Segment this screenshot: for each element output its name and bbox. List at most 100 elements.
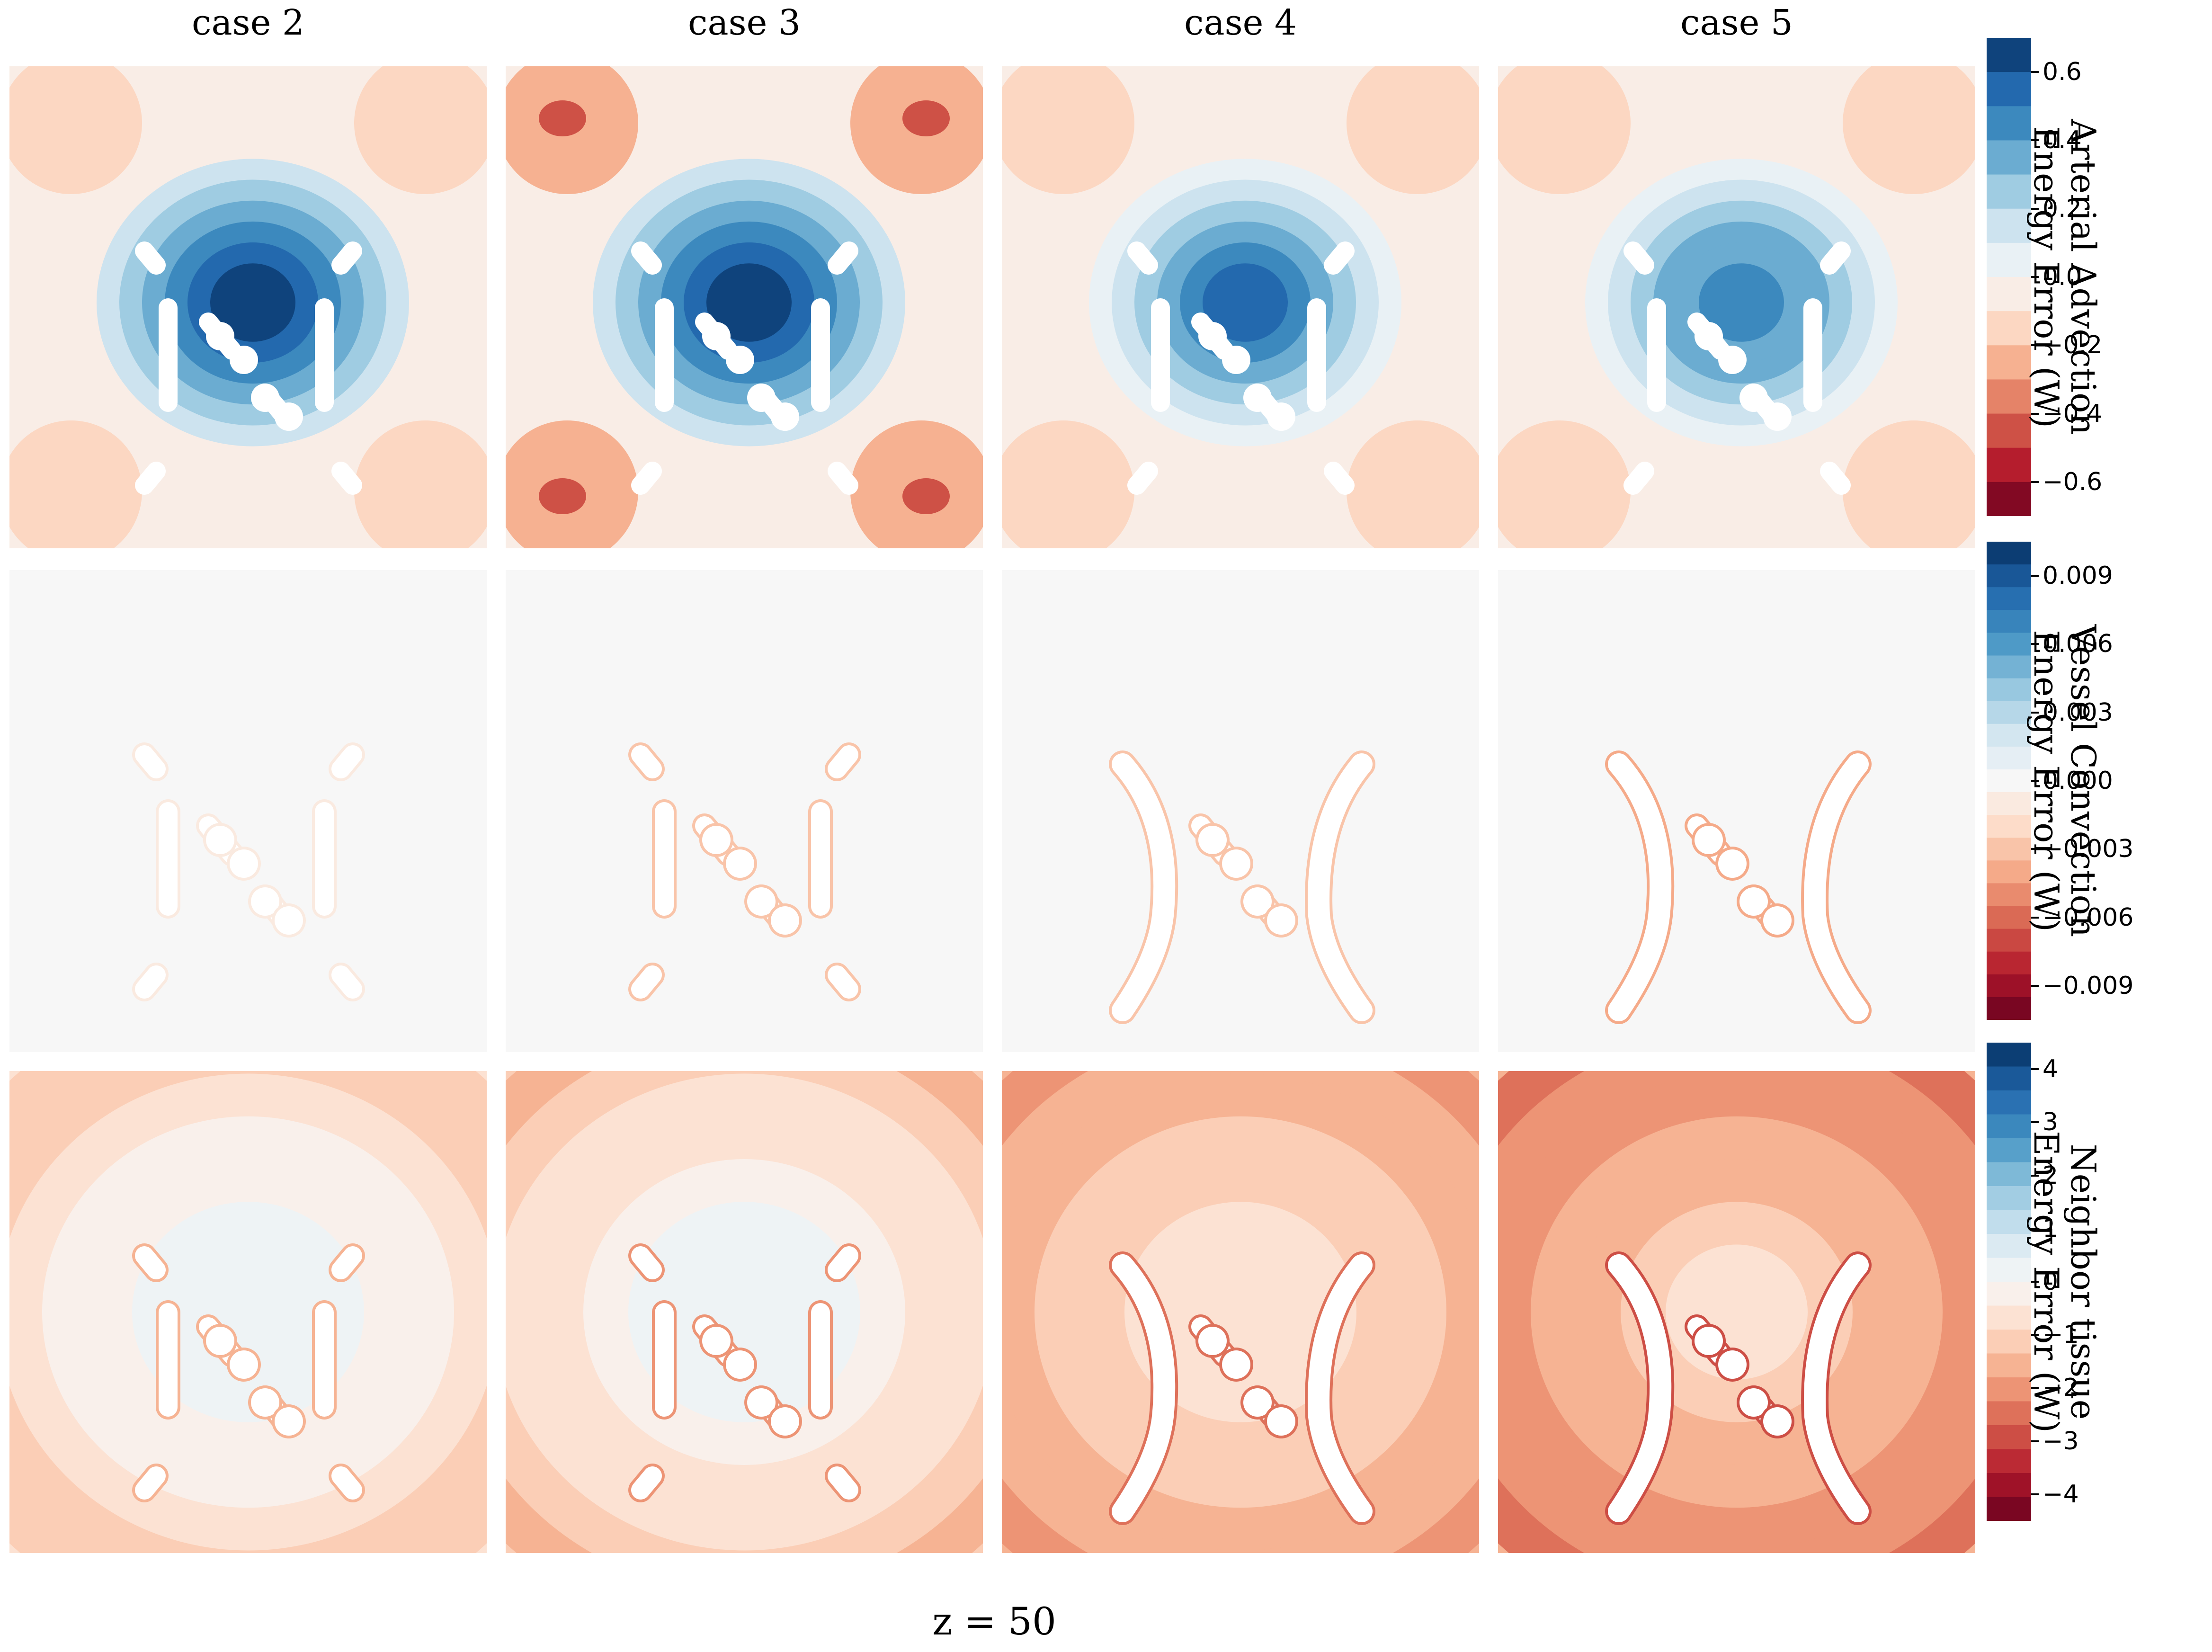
colorbar-tick-label: −3	[2043, 1427, 2079, 1456]
heatmap-panel-row1-case-4	[1002, 66, 1479, 548]
colorbar-segment	[1987, 1497, 2031, 1521]
vessel-mask	[628, 742, 861, 1001]
heatmap-svg	[9, 1071, 487, 1553]
contour-corner-blob	[1002, 420, 1134, 548]
vessel-node	[1267, 402, 1295, 431]
column-title-case-3: case 3	[688, 2, 801, 43]
colorbar-segment	[1987, 974, 2031, 998]
colorbar-segment	[1987, 587, 2031, 611]
colorbar-segment	[1987, 1186, 2031, 1211]
vessel-mask	[1605, 1251, 1872, 1525]
colorbar-segment	[1987, 610, 2031, 634]
vessel-node	[1243, 1388, 1272, 1417]
colorbar-tick-label: 0.6	[2043, 58, 2082, 87]
heatmap-background	[1002, 570, 1479, 1052]
heatmap-panel-row2-case-2	[9, 570, 487, 1052]
vessel-node	[702, 1327, 731, 1355]
heatmap-svg	[506, 570, 983, 1052]
vessel-node	[1198, 826, 1227, 854]
colorbar-title-line-2: Energy Error (W)	[2026, 1131, 2066, 1433]
colorbar-segment	[1987, 815, 2031, 839]
colorbar-tick	[2031, 412, 2039, 415]
vessel-mask	[1109, 750, 1375, 1024]
colorbar-segment	[1987, 345, 2031, 380]
colorbar-segment	[1987, 379, 2031, 414]
vessel-node	[1718, 1350, 1747, 1379]
colorbar-tick	[2031, 1281, 2039, 1283]
colorbar-tick-label: 0.0	[2043, 263, 2082, 291]
contour-corner-core	[902, 478, 950, 514]
colorbar-tick	[2031, 344, 2039, 347]
vessel-curve-left	[1608, 1254, 1672, 1522]
heatmap-svg	[1002, 570, 1479, 1052]
colorbar-tick-label: −0.4	[2043, 399, 2103, 428]
colorbar-segment	[1987, 838, 2031, 861]
column-title-case-2: case 2	[192, 2, 304, 43]
colorbar-tick-label: −4	[2043, 1480, 2079, 1509]
vessel-node	[1222, 346, 1250, 374]
colorbar-row2: 0.009 0.006 0.003 0.000 −0.003 −0.006 −0.009 Ve…	[1987, 542, 2133, 1022]
vessel-node	[726, 1350, 754, 1379]
vessel-mask	[1605, 750, 1872, 1024]
colorbar-tick-label: −2	[2043, 1374, 2079, 1402]
colorbar-segment	[1987, 1330, 2031, 1354]
colorbar-svg	[1987, 542, 2031, 1020]
vessel-segment	[331, 965, 362, 999]
colorbar-segment	[1987, 701, 2031, 724]
heatmap-background	[9, 570, 487, 1052]
vessel-segment	[135, 462, 166, 495]
colorbar-tick	[2031, 916, 2039, 919]
contour-ring	[210, 263, 295, 342]
colorbar-segment	[1987, 208, 2031, 243]
heatmap-svg	[1498, 66, 1975, 548]
vessel-node	[1718, 849, 1747, 878]
vessel-segment	[828, 241, 858, 275]
colorbar-segment	[1987, 1138, 2031, 1163]
vessel-node	[1695, 1327, 1723, 1355]
vessel-node	[251, 887, 279, 916]
vessel-segment	[135, 1246, 166, 1279]
heatmap-svg	[506, 66, 983, 548]
colorbar-tick-label: 4	[2043, 1055, 2059, 1084]
vessel-segment	[631, 965, 662, 999]
colorbar-segment	[1987, 413, 2031, 448]
colorbar-segment	[1987, 1305, 2031, 1330]
vessel-segment	[1623, 241, 1654, 275]
contour-corner-blob	[9, 420, 142, 548]
colorbar-tick	[2031, 1227, 2039, 1230]
contour-corner-core	[539, 100, 586, 136]
vessel-node	[726, 849, 754, 878]
vessel-node	[206, 1327, 234, 1355]
colorbar-tick	[2031, 711, 2039, 714]
vessel-node	[1763, 1407, 1792, 1436]
contour-corner-blob	[354, 66, 487, 194]
heatmap-svg	[1498, 1071, 1975, 1553]
vessel-segment	[631, 241, 662, 275]
colorbar-tick	[2031, 1387, 2039, 1389]
heatmap-panel-row2-case-5	[1498, 570, 1975, 1052]
colorbar-tick	[2031, 139, 2039, 142]
colorbar-tick-label: −0.006	[2043, 903, 2134, 932]
heatmap-background	[1498, 570, 1975, 1052]
vessel-segment	[631, 1466, 662, 1500]
vessel-node	[771, 402, 799, 431]
colorbar-segment	[1987, 242, 2031, 277]
vessel-segment	[631, 1246, 662, 1279]
vessel-node	[275, 402, 303, 431]
heatmap-svg	[506, 1071, 983, 1553]
colorbar-segment	[1987, 1090, 2031, 1115]
vessel-curve-right	[1308, 1254, 1373, 1522]
vessel-node	[1718, 346, 1747, 374]
colorbar-tick	[2031, 643, 2039, 645]
vessel-node	[1243, 887, 1272, 916]
vessel-mask	[132, 742, 365, 1001]
contour-ring	[1203, 263, 1288, 342]
colorbar-segment	[1987, 997, 2031, 1020]
colorbar-segment	[1987, 1353, 2031, 1378]
vessel-curve-left	[1608, 753, 1672, 1021]
colorbar-segment	[1987, 542, 2031, 565]
vessel-segment	[331, 1466, 362, 1500]
colorbar-tick-label: 0	[2043, 1268, 2059, 1296]
colorbar-segment	[1987, 1449, 2031, 1473]
heatmap-background	[506, 570, 983, 1052]
